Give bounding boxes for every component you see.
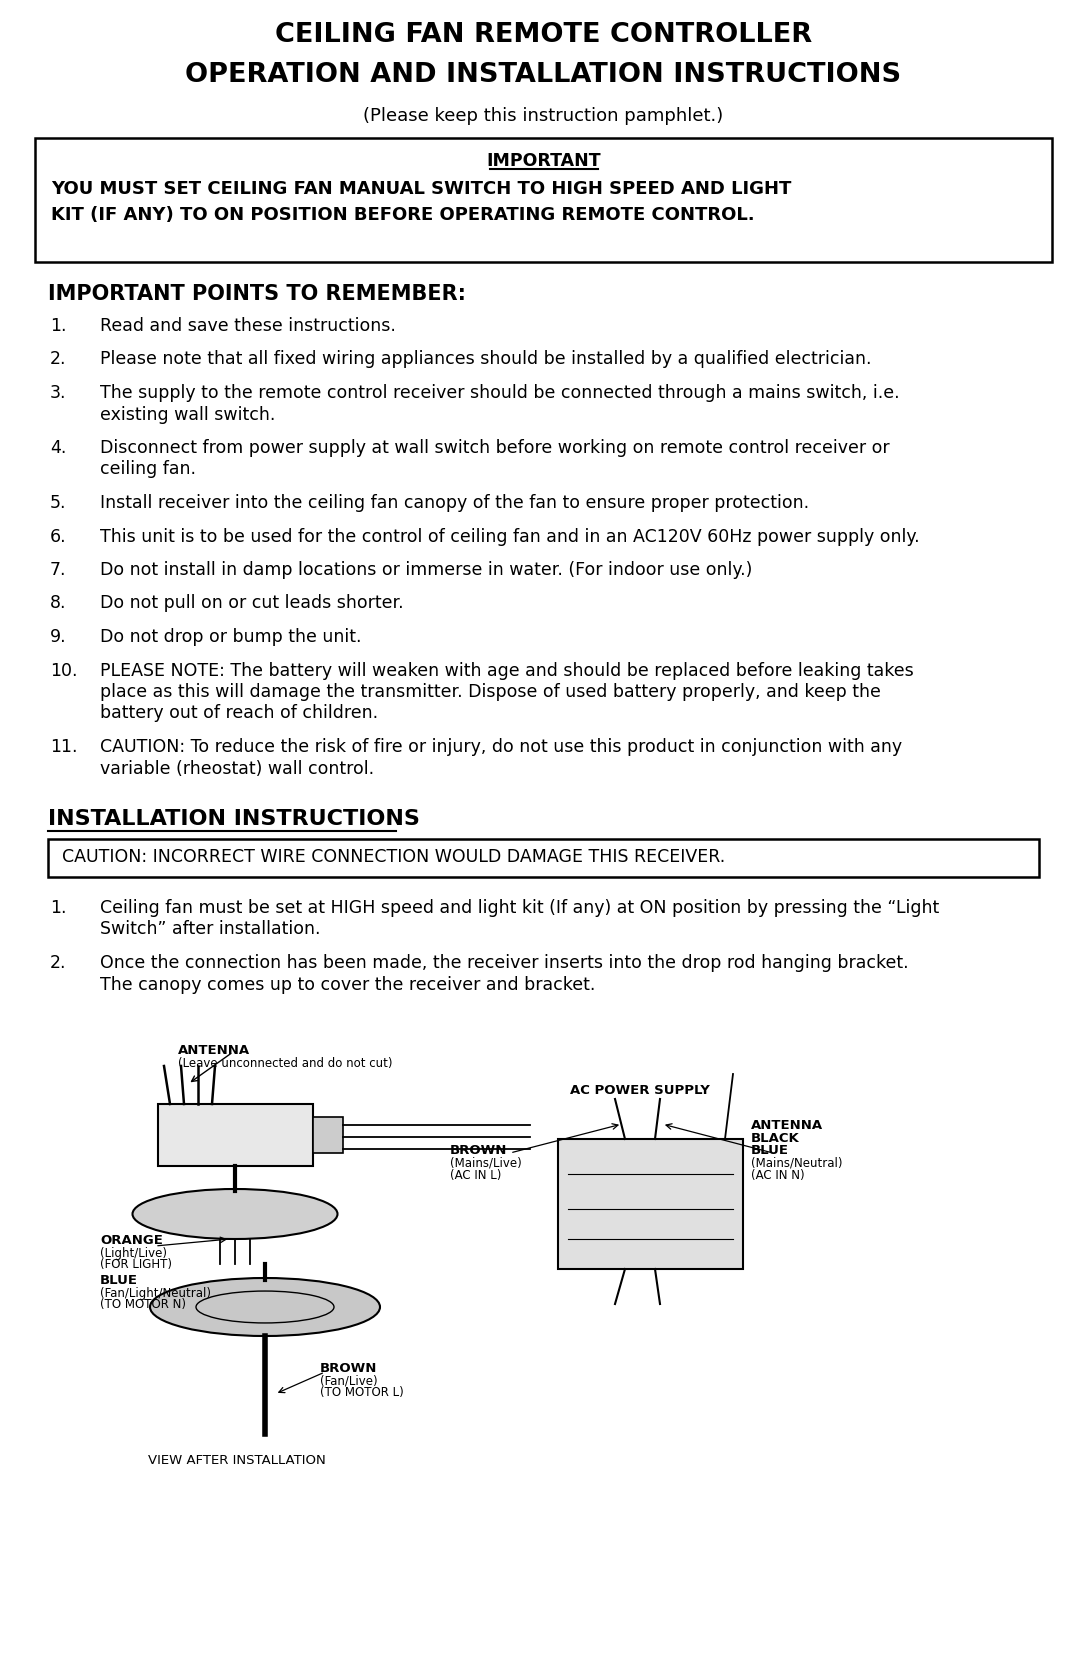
- Text: 2.: 2.: [50, 351, 66, 368]
- Text: 5.: 5.: [50, 494, 66, 512]
- Text: OPERATION AND INSTALLATION INSTRUCTIONS: OPERATION AND INSTALLATION INSTRUCTIONS: [186, 62, 901, 87]
- Text: BLUE: BLUE: [751, 1144, 789, 1158]
- Text: 3.: 3.: [50, 385, 66, 402]
- Text: Once the connection has been made, the receiver inserts into the drop rod hangin: Once the connection has been made, the r…: [100, 954, 909, 973]
- Text: The supply to the remote control receiver should be connected through a mains sw: The supply to the remote control receive…: [100, 385, 900, 402]
- Text: Read and save these instructions.: Read and save these instructions.: [100, 318, 396, 334]
- Text: variable (rheostat) wall control.: variable (rheostat) wall control.: [100, 759, 374, 778]
- Text: 7.: 7.: [50, 561, 66, 580]
- Bar: [35, 138, 1052, 262]
- Text: 10.: 10.: [50, 662, 77, 679]
- Text: (AC IN N): (AC IN N): [751, 1169, 804, 1183]
- Text: Do not drop or bump the unit.: Do not drop or bump the unit.: [100, 628, 362, 647]
- Text: (FOR LIGHT): (FOR LIGHT): [100, 1258, 172, 1272]
- Text: (AC IN L): (AC IN L): [450, 1169, 501, 1183]
- Text: Install receiver into the ceiling fan canopy of the fan to ensure proper protect: Install receiver into the ceiling fan ca…: [100, 494, 809, 512]
- Text: BLUE: BLUE: [100, 1273, 138, 1287]
- Ellipse shape: [133, 1189, 337, 1240]
- Text: YOU MUST SET CEILING FAN MANUAL SWITCH TO HIGH SPEED AND LIGHT: YOU MUST SET CEILING FAN MANUAL SWITCH T…: [51, 180, 791, 198]
- Text: ANTENNA: ANTENNA: [178, 1043, 250, 1057]
- Text: PLEASE NOTE: The battery will weaken with age and should be replaced before leak: PLEASE NOTE: The battery will weaken wit…: [100, 662, 914, 679]
- Text: ORANGE: ORANGE: [100, 1235, 163, 1247]
- Text: AC POWER SUPPLY: AC POWER SUPPLY: [570, 1084, 710, 1097]
- Text: CEILING FAN REMOTE CONTROLLER: CEILING FAN REMOTE CONTROLLER: [275, 22, 812, 49]
- Text: 4.: 4.: [50, 438, 66, 457]
- Text: IMPORTANT: IMPORTANT: [486, 151, 601, 170]
- Bar: [48, 838, 1039, 877]
- Text: 9.: 9.: [50, 628, 66, 647]
- Text: (TO MOTOR L): (TO MOTOR L): [320, 1386, 403, 1399]
- Text: 11.: 11.: [50, 738, 77, 756]
- Text: 6.: 6.: [50, 528, 66, 546]
- Text: ANTENNA: ANTENNA: [751, 1119, 823, 1132]
- Text: 1.: 1.: [50, 318, 66, 334]
- Bar: [558, 1139, 744, 1268]
- Text: (Mains/Neutral): (Mains/Neutral): [751, 1158, 842, 1169]
- Text: This unit is to be used for the control of ceiling fan and in an AC120V 60Hz pow: This unit is to be used for the control …: [100, 528, 920, 546]
- Text: Do not install in damp locations or immerse in water. (For indoor use only.): Do not install in damp locations or imme…: [100, 561, 752, 580]
- Text: Switch” after installation.: Switch” after installation.: [100, 921, 321, 939]
- Text: Ceiling fan must be set at HIGH speed and light kit (If any) at ON position by p: Ceiling fan must be set at HIGH speed an…: [100, 899, 939, 917]
- Text: IMPORTANT POINTS TO REMEMBER:: IMPORTANT POINTS TO REMEMBER:: [48, 284, 466, 304]
- Text: Disconnect from power supply at wall switch before working on remote control rec: Disconnect from power supply at wall swi…: [100, 438, 889, 457]
- Text: 8.: 8.: [50, 595, 66, 613]
- Text: (Leave unconnected and do not cut): (Leave unconnected and do not cut): [178, 1057, 392, 1070]
- Bar: [313, 1117, 343, 1152]
- Text: (Fan/Light/Neutral): (Fan/Light/Neutral): [100, 1287, 211, 1300]
- Text: BROWN: BROWN: [450, 1144, 508, 1158]
- Text: (TO MOTOR N): (TO MOTOR N): [100, 1299, 186, 1310]
- Text: VIEW AFTER INSTALLATION: VIEW AFTER INSTALLATION: [148, 1453, 326, 1467]
- Text: (Fan/Live): (Fan/Live): [320, 1374, 377, 1388]
- Text: CAUTION: To reduce the risk of fire or injury, do not use this product in conjun: CAUTION: To reduce the risk of fire or i…: [100, 738, 902, 756]
- Text: (Please keep this instruction pamphlet.): (Please keep this instruction pamphlet.): [363, 108, 724, 124]
- Text: BROWN: BROWN: [320, 1362, 377, 1374]
- Bar: [158, 1104, 313, 1166]
- Text: (Light/Live): (Light/Live): [100, 1247, 167, 1260]
- Text: KIT (IF ANY) TO ON POSITION BEFORE OPERATING REMOTE CONTROL.: KIT (IF ANY) TO ON POSITION BEFORE OPERA…: [51, 207, 754, 223]
- Text: CAUTION: INCORRECT WIRE CONNECTION WOULD DAMAGE THIS RECEIVER.: CAUTION: INCORRECT WIRE CONNECTION WOULD…: [62, 848, 725, 865]
- Text: BLACK: BLACK: [751, 1132, 800, 1146]
- Text: Please note that all fixed wiring appliances should be installed by a qualified : Please note that all fixed wiring applia…: [100, 351, 872, 368]
- Text: place as this will damage the transmitter. Dispose of used battery properly, and: place as this will damage the transmitte…: [100, 684, 880, 701]
- Text: Do not pull on or cut leads shorter.: Do not pull on or cut leads shorter.: [100, 595, 403, 613]
- Text: 2.: 2.: [50, 954, 66, 973]
- Text: INSTALLATION INSTRUCTIONS: INSTALLATION INSTRUCTIONS: [48, 810, 420, 828]
- Text: battery out of reach of children.: battery out of reach of children.: [100, 704, 378, 722]
- Text: (Mains/Live): (Mains/Live): [450, 1158, 522, 1169]
- Ellipse shape: [150, 1278, 380, 1336]
- Text: The canopy comes up to cover the receiver and bracket.: The canopy comes up to cover the receive…: [100, 976, 596, 993]
- Text: 1.: 1.: [50, 899, 66, 917]
- Text: existing wall switch.: existing wall switch.: [100, 405, 275, 423]
- Text: ceiling fan.: ceiling fan.: [100, 460, 196, 479]
